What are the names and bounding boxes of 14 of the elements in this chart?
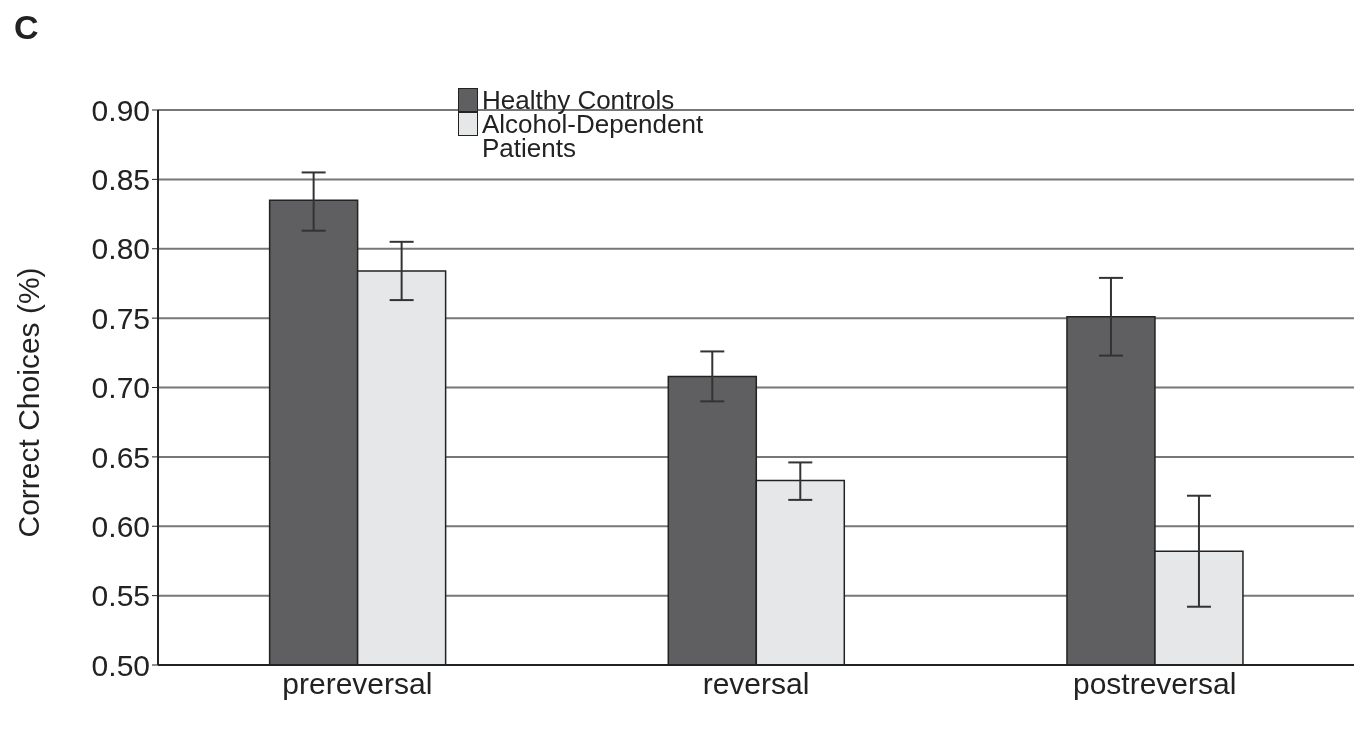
y-tick-label: 0.75	[91, 301, 150, 335]
y-tick-label: 0.80	[91, 232, 150, 266]
x-tick-label: postreversal	[1072, 667, 1237, 701]
x-tick-label: reversal	[702, 667, 810, 701]
y-tick-label: 0.60	[91, 509, 150, 543]
y-tick-label: 0.70	[91, 371, 150, 405]
x-tick-label: prereversal	[282, 667, 433, 701]
y-tick-label: 0.50	[91, 648, 150, 682]
y-tick-label: 0.55	[91, 579, 150, 613]
y-tick-label: 0.65	[91, 440, 150, 474]
y-axis-title: Correct Choices (%)	[11, 267, 45, 538]
y-tick-label: 0.85	[91, 163, 150, 197]
y-tick-label: 0.90	[91, 93, 150, 127]
text: C	[14, 8, 39, 47]
